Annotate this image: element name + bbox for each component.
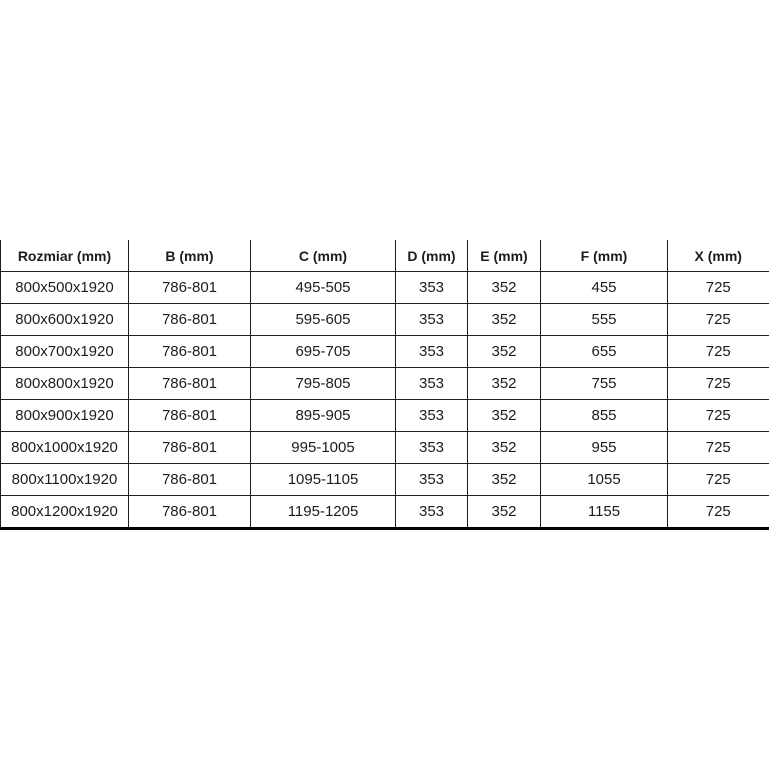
- table-cell: 725: [667, 367, 769, 400]
- table-cell: 353: [395, 431, 468, 464]
- table-cell: 352: [467, 463, 541, 496]
- table-cell: 786-801: [128, 463, 251, 496]
- size-spec-table: Rozmiar (mm) B (mm) C (mm) D (mm) E (mm) F (m…: [0, 240, 769, 530]
- table-cell: 855: [540, 399, 668, 432]
- table-cell: 800x800x1920: [0, 367, 129, 400]
- table-cell: 1195-1205: [250, 495, 396, 529]
- table-cell: 352: [467, 303, 541, 336]
- table-cell: 725: [667, 271, 769, 304]
- table-cell: 352: [467, 335, 541, 368]
- table-cell: 1155: [540, 495, 668, 529]
- table-cell: 555: [540, 303, 668, 336]
- table-cell: 786-801: [128, 495, 251, 529]
- table-cell: 786-801: [128, 335, 251, 368]
- table-cell: 725: [667, 495, 769, 529]
- column-header-3: D (mm): [395, 240, 468, 272]
- header-row: Rozmiar (mm) B (mm) C (mm) D (mm) E (mm) F (m…: [0, 240, 769, 272]
- table-cell: 800x1100x1920: [0, 463, 129, 496]
- table-cell: 786-801: [128, 271, 251, 304]
- table-cell: 695-705: [250, 335, 396, 368]
- table-cell: 800x1000x1920: [0, 431, 129, 464]
- table-cell: 955: [540, 431, 668, 464]
- table-cell: 800x500x1920: [0, 271, 129, 304]
- table-cell: 786-801: [128, 367, 251, 400]
- table-cell: 786-801: [128, 431, 251, 464]
- table-cell: 353: [395, 271, 468, 304]
- column-header-5: F (mm): [540, 240, 668, 272]
- table-cell: 352: [467, 367, 541, 400]
- table-cell: 800x600x1920: [0, 303, 129, 336]
- table-cell: 352: [467, 431, 541, 464]
- table-cell: 595-605: [250, 303, 396, 336]
- table-cell: 786-801: [128, 303, 251, 336]
- table-cell: 1055: [540, 463, 668, 496]
- table-row: 800x800x1920 786-801 795-805 353 352 755 725: [0, 367, 769, 400]
- table-cell: 995-1005: [250, 431, 396, 464]
- spec-table-container: Rozmiar (mm) B (mm) C (mm) D (mm) E (mm) F (m…: [0, 240, 769, 530]
- table-cell: 895-905: [250, 399, 396, 432]
- table-row: 800x1100x1920 786-801 1095-1105 353 352 1055 7…: [0, 463, 769, 496]
- table-cell: 800x1200x1920: [0, 495, 129, 529]
- column-header-2: C (mm): [250, 240, 396, 272]
- table-cell: 353: [395, 399, 468, 432]
- table-cell: 353: [395, 303, 468, 336]
- column-header-4: E (mm): [467, 240, 541, 272]
- table-cell: 353: [395, 367, 468, 400]
- table-cell: 495-505: [250, 271, 396, 304]
- table-cell: 353: [395, 463, 468, 496]
- table-cell: 725: [667, 431, 769, 464]
- table-row: 800x1000x1920 786-801 995-1005 353 352 955 725: [0, 431, 769, 464]
- table-cell: 455: [540, 271, 668, 304]
- table-cell: 352: [467, 399, 541, 432]
- table-cell: 725: [667, 463, 769, 496]
- table-cell: 1095-1105: [250, 463, 396, 496]
- table-cell: 795-805: [250, 367, 396, 400]
- column-header-0: Rozmiar (mm): [0, 240, 129, 272]
- table-body: 800x500x1920 786-801 495-505 353 352 455 725 80…: [0, 271, 769, 529]
- table-cell: 352: [467, 495, 541, 529]
- table-row: 800x900x1920 786-801 895-905 353 352 855 725: [0, 399, 769, 432]
- table-cell: 352: [467, 271, 541, 304]
- table-cell: 786-801: [128, 399, 251, 432]
- table-row: 800x500x1920 786-801 495-505 353 352 455 725: [0, 271, 769, 304]
- table-cell: 725: [667, 335, 769, 368]
- column-header-6: X (mm): [667, 240, 769, 272]
- table-row: 800x600x1920 786-801 595-605 353 352 555 725: [0, 303, 769, 336]
- table-cell: 353: [395, 495, 468, 529]
- table-row: 800x1200x1920 786-801 1195-1205 353 352 1155 7…: [0, 495, 769, 529]
- table-cell: 725: [667, 303, 769, 336]
- table-cell: 353: [395, 335, 468, 368]
- table-cell: 655: [540, 335, 668, 368]
- table-cell: 800x900x1920: [0, 399, 129, 432]
- table-cell: 800x700x1920: [0, 335, 129, 368]
- table-cell: 725: [667, 399, 769, 432]
- table-row: 800x700x1920 786-801 695-705 353 352 655 725: [0, 335, 769, 368]
- column-header-1: B (mm): [128, 240, 251, 272]
- table-cell: 755: [540, 367, 668, 400]
